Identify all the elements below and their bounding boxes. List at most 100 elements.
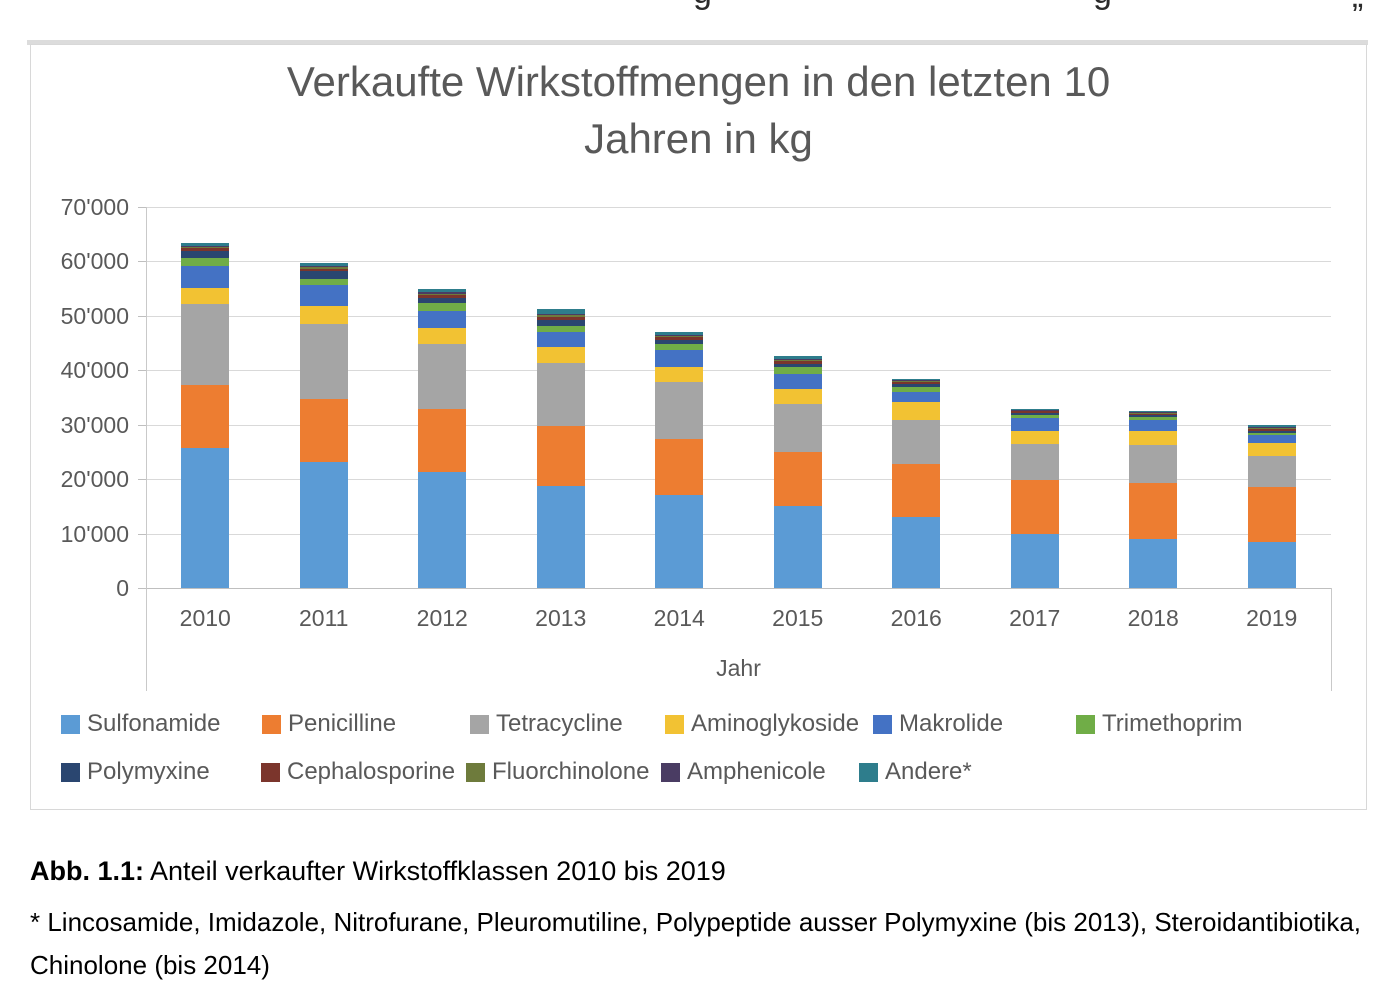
- x-axis-label-2012: 2012: [416, 605, 468, 631]
- bar-segment-aminoglykoside-2019: [1247, 443, 1296, 456]
- bar-segment-amphenicole-2012: [418, 292, 467, 294]
- bar-segment-trimethoprim-2011: [299, 278, 348, 286]
- y-axis-tick: [138, 315, 146, 317]
- legend-label: Penicilline: [288, 710, 397, 737]
- x-axis-line: [146, 588, 1331, 589]
- bar-segment-tetracycline-2019: [1247, 455, 1296, 488]
- x-axis-label-2010: 2010: [179, 605, 231, 631]
- y-axis-label: 0: [116, 575, 129, 601]
- y-axis-label: 40'000: [60, 357, 129, 384]
- legend-item-makrolide: Makrolide: [873, 710, 1004, 737]
- bar-segment-penicilline-2012: [418, 408, 467, 473]
- bar-segment-aminoglykoside-2014: [655, 367, 704, 383]
- legend-item-polymyxine: Polymyxine: [61, 758, 210, 785]
- chart-title-line1: Verkaufte Wirkstoffmengen in den letzten…: [286, 58, 1111, 105]
- bar-segment-amphenicole-2017: [1010, 409, 1059, 411]
- legend-item-cephalosporine: Cephalosporine: [261, 758, 455, 785]
- bar-segment-aminoglykoside-2018: [1129, 430, 1178, 445]
- bar-segment-sulfonamide-2019: [1247, 541, 1296, 588]
- legend-swatch-icon: [262, 715, 281, 734]
- bar-segment-aminoglykoside-2012: [418, 327, 467, 345]
- bar-segment-sulfonamide-2013: [536, 485, 585, 588]
- bar-segment-trimethoprim-2013: [536, 325, 585, 333]
- bar-segment-penicilline-2018: [1129, 482, 1178, 539]
- bar-segment-polymyxine-2016: [892, 384, 941, 388]
- bar-segment-makrolide-2019: [1247, 435, 1296, 444]
- bar-segment-trimethoprim-2015: [773, 367, 822, 374]
- legend-item-fluorchinolone: Fluorchinolone: [466, 758, 650, 785]
- legend-item-tetracycline: Tetracycline: [470, 710, 623, 737]
- bar-segment-cephalosporine-2016: [892, 382, 941, 385]
- bar-segment-andere-2018: [1129, 411, 1178, 413]
- bar-segment-trimethoprim-2018: [1129, 417, 1178, 420]
- bar-segment-cephalosporine-2019: [1247, 428, 1296, 431]
- x-axis-label-2017: 2017: [1009, 605, 1061, 631]
- bar-segment-penicilline-2017: [1010, 480, 1059, 534]
- bar-segment-polymyxine-2018: [1129, 415, 1178, 418]
- legend-label: Tetracycline: [496, 710, 623, 737]
- bar-segment-aminoglykoside-2015: [773, 388, 822, 405]
- bar-segment-amphenicole-2016: [892, 380, 941, 382]
- bar-segment-fluorchinolone-2011: [299, 267, 348, 269]
- legend-swatch-icon: [61, 763, 80, 782]
- legend-label: Trimethoprim: [1102, 710, 1243, 737]
- bar-segment-tetracycline-2012: [418, 344, 467, 409]
- bar-segment-sulfonamide-2016: [892, 517, 941, 588]
- bar-segment-penicilline-2015: [773, 452, 822, 506]
- bar-segment-amphenicole-2018: [1129, 412, 1178, 414]
- gridline: [146, 424, 1331, 426]
- legend-item-trimethoprim: Trimethoprim: [1076, 710, 1243, 737]
- bar-segment-trimethoprim-2010: [181, 258, 230, 267]
- cut-off-glyph: g: [1093, 0, 1112, 11]
- bar-segment-penicilline-2011: [299, 399, 348, 463]
- bar-segment-amphenicole-2015: [773, 359, 822, 361]
- cut-off-text-fragments: g g „: [0, 0, 1400, 11]
- bar-segment-makrolide-2011: [299, 285, 348, 306]
- bar-segment-fluorchinolone-2010: [181, 247, 230, 249]
- bar-segment-penicilline-2010: [181, 384, 230, 448]
- legend-swatch-icon: [873, 715, 892, 734]
- legend-label: Fluorchinolone: [492, 758, 650, 785]
- bar-segment-trimethoprim-2016: [892, 387, 941, 393]
- bar-segment-polymyxine-2015: [773, 363, 822, 368]
- bar-segment-amphenicole-2014: [655, 334, 704, 336]
- legend-label: Sulfonamide: [87, 710, 221, 737]
- x-axis-label-2015: 2015: [772, 605, 824, 631]
- y-axis-label: 50'000: [60, 302, 129, 329]
- x-axis-title: Jahr: [716, 655, 761, 681]
- bar-segment-aminoglykoside-2017: [1010, 430, 1059, 444]
- bar-segment-trimethoprim-2019: [1247, 432, 1296, 436]
- bar-segment-fluorchinolone-2015: [773, 359, 822, 362]
- figure-caption: Abb. 1.1: Anteil verkaufter Wirkstoffkla…: [30, 856, 1380, 887]
- bar-segment-cephalosporine-2018: [1129, 413, 1178, 416]
- legend-label: Makrolide: [899, 710, 1004, 737]
- bar-segment-andere-2013: [536, 309, 585, 315]
- bar-segment-polymyxine-2017: [1010, 413, 1059, 415]
- legend-swatch-icon: [466, 763, 485, 782]
- chart-title: Verkaufte Wirkstoffmengen in den letzten…: [31, 53, 1366, 167]
- y-axis-label: 10'000: [60, 520, 129, 547]
- legend-swatch-icon: [665, 715, 684, 734]
- y-axis-tick: [138, 261, 146, 263]
- bar-segment-polymyxine-2012: [418, 297, 467, 303]
- bar-segment-andere-2016: [892, 378, 941, 381]
- y-axis-tick: [138, 533, 146, 535]
- bar-segment-makrolide-2012: [418, 310, 467, 328]
- y-axis-label: 60'000: [60, 248, 129, 275]
- y-axis-label: 70'000: [60, 194, 129, 220]
- y-axis-tick: [138, 479, 146, 481]
- bar-segment-fluorchinolone-2014: [655, 335, 704, 338]
- bar-segment-trimethoprim-2012: [418, 302, 467, 311]
- bar-segment-andere-2010: [181, 243, 230, 247]
- legend-swatch-icon: [261, 763, 280, 782]
- chart: Verkaufte Wirkstoffmengen in den letzten…: [30, 44, 1367, 810]
- bar-segment-aminoglykoside-2013: [536, 347, 585, 363]
- gridline: [146, 370, 1331, 372]
- bar-segment-aminoglykoside-2016: [892, 401, 941, 421]
- gridline: [146, 479, 1331, 481]
- figure-caption-text: Anteil verkaufter Wirkstoffklassen 2010 …: [144, 856, 726, 886]
- gridline: [146, 261, 1331, 263]
- bar-segment-tetracycline-2018: [1129, 444, 1178, 483]
- y-axis-line: [146, 207, 147, 691]
- legend-label: Andere*: [885, 758, 972, 785]
